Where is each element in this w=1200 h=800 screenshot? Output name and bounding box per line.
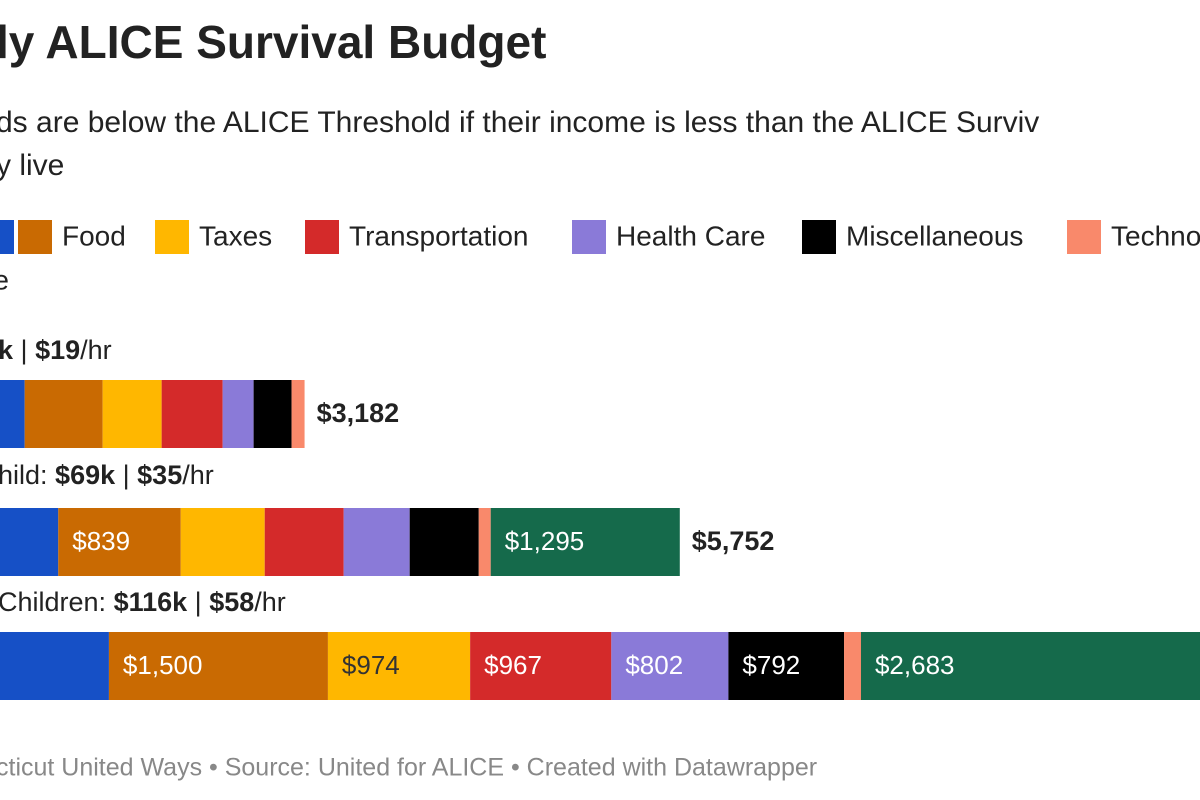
legend-label: Taxes xyxy=(199,220,272,251)
legend-swatch xyxy=(572,220,606,254)
bar-segment xyxy=(264,508,344,576)
row-label: k | $19/hr xyxy=(0,335,112,365)
row-label-part: | xyxy=(115,460,137,490)
row-label-part: $116k xyxy=(114,587,189,617)
row-label: hild: $69k | $35/hr xyxy=(0,460,214,490)
bar-segment xyxy=(0,380,25,448)
row-label-part: Children: xyxy=(0,587,114,617)
row-label: Children: $116k | $58/hr xyxy=(0,587,286,617)
legend-swatch xyxy=(802,220,836,254)
bar-segment xyxy=(470,632,612,700)
legend-swatch xyxy=(305,220,339,254)
bar-segment xyxy=(24,380,103,448)
subtitle: y live xyxy=(0,149,64,182)
bar-segment xyxy=(180,508,265,576)
legend-label: Transportation xyxy=(349,220,529,251)
value-label: $967 xyxy=(484,650,542,680)
row-label-part: /hr xyxy=(80,335,112,365)
legend-swatch xyxy=(155,220,189,254)
row-label-part: /hr xyxy=(182,460,214,490)
footer: cticut United Ways • Source: United for … xyxy=(0,754,817,782)
total-label: $5,752 xyxy=(692,526,775,556)
bar-segment xyxy=(844,632,861,700)
bar-segment xyxy=(490,508,680,576)
value-label: $802 xyxy=(625,650,683,680)
row-label-part: $35 xyxy=(137,460,182,490)
total-label: $3,182 xyxy=(317,398,400,428)
bar-segment xyxy=(409,508,479,576)
value-label: $792 xyxy=(742,650,800,680)
legend-label: Food xyxy=(62,220,126,251)
row-label-part: k xyxy=(0,335,14,365)
bar-segment xyxy=(728,632,845,700)
bar-segment xyxy=(0,632,109,700)
value-label: $974 xyxy=(342,650,400,680)
subtitle: ds are below the ALICE Threshold if thei… xyxy=(0,106,1039,139)
value-label: $839 xyxy=(72,526,130,556)
bar-segment xyxy=(860,632,1200,700)
legend-swatch xyxy=(1067,220,1101,254)
legend-label: Miscellaneous xyxy=(846,220,1023,251)
legend-swatch xyxy=(18,220,52,254)
legend-label: re xyxy=(0,264,9,295)
bar-segment xyxy=(108,632,328,700)
bar-segment xyxy=(327,632,471,700)
row-label-part: $19 xyxy=(35,335,80,365)
row-label-part: | xyxy=(13,335,35,365)
row-label-part: /hr xyxy=(254,587,286,617)
legend-swatch xyxy=(0,220,14,254)
row-label-part: $69k xyxy=(55,460,116,490)
row-label-part: hild: xyxy=(0,460,55,490)
row-label-part: $58 xyxy=(209,587,254,617)
value-label: $2,683 xyxy=(875,650,955,680)
bar-segment xyxy=(161,380,223,448)
bar-segment xyxy=(102,380,162,448)
bar-segment xyxy=(58,508,181,576)
bar-segment xyxy=(253,380,292,448)
bar-segment xyxy=(611,632,729,700)
row-label-part: | xyxy=(187,587,209,617)
bar-segment xyxy=(343,508,410,576)
legend-label: Techno xyxy=(1111,220,1200,251)
value-label: $1,295 xyxy=(505,526,585,556)
bar-segment xyxy=(478,508,491,576)
legend-label: Health Care xyxy=(616,220,765,251)
bar-segment xyxy=(291,380,305,448)
value-label: $1,500 xyxy=(123,650,203,680)
bar-segment xyxy=(222,380,254,448)
chart-title: ly ALICE Survival Budget xyxy=(0,16,546,68)
bar-segment xyxy=(0,508,59,576)
